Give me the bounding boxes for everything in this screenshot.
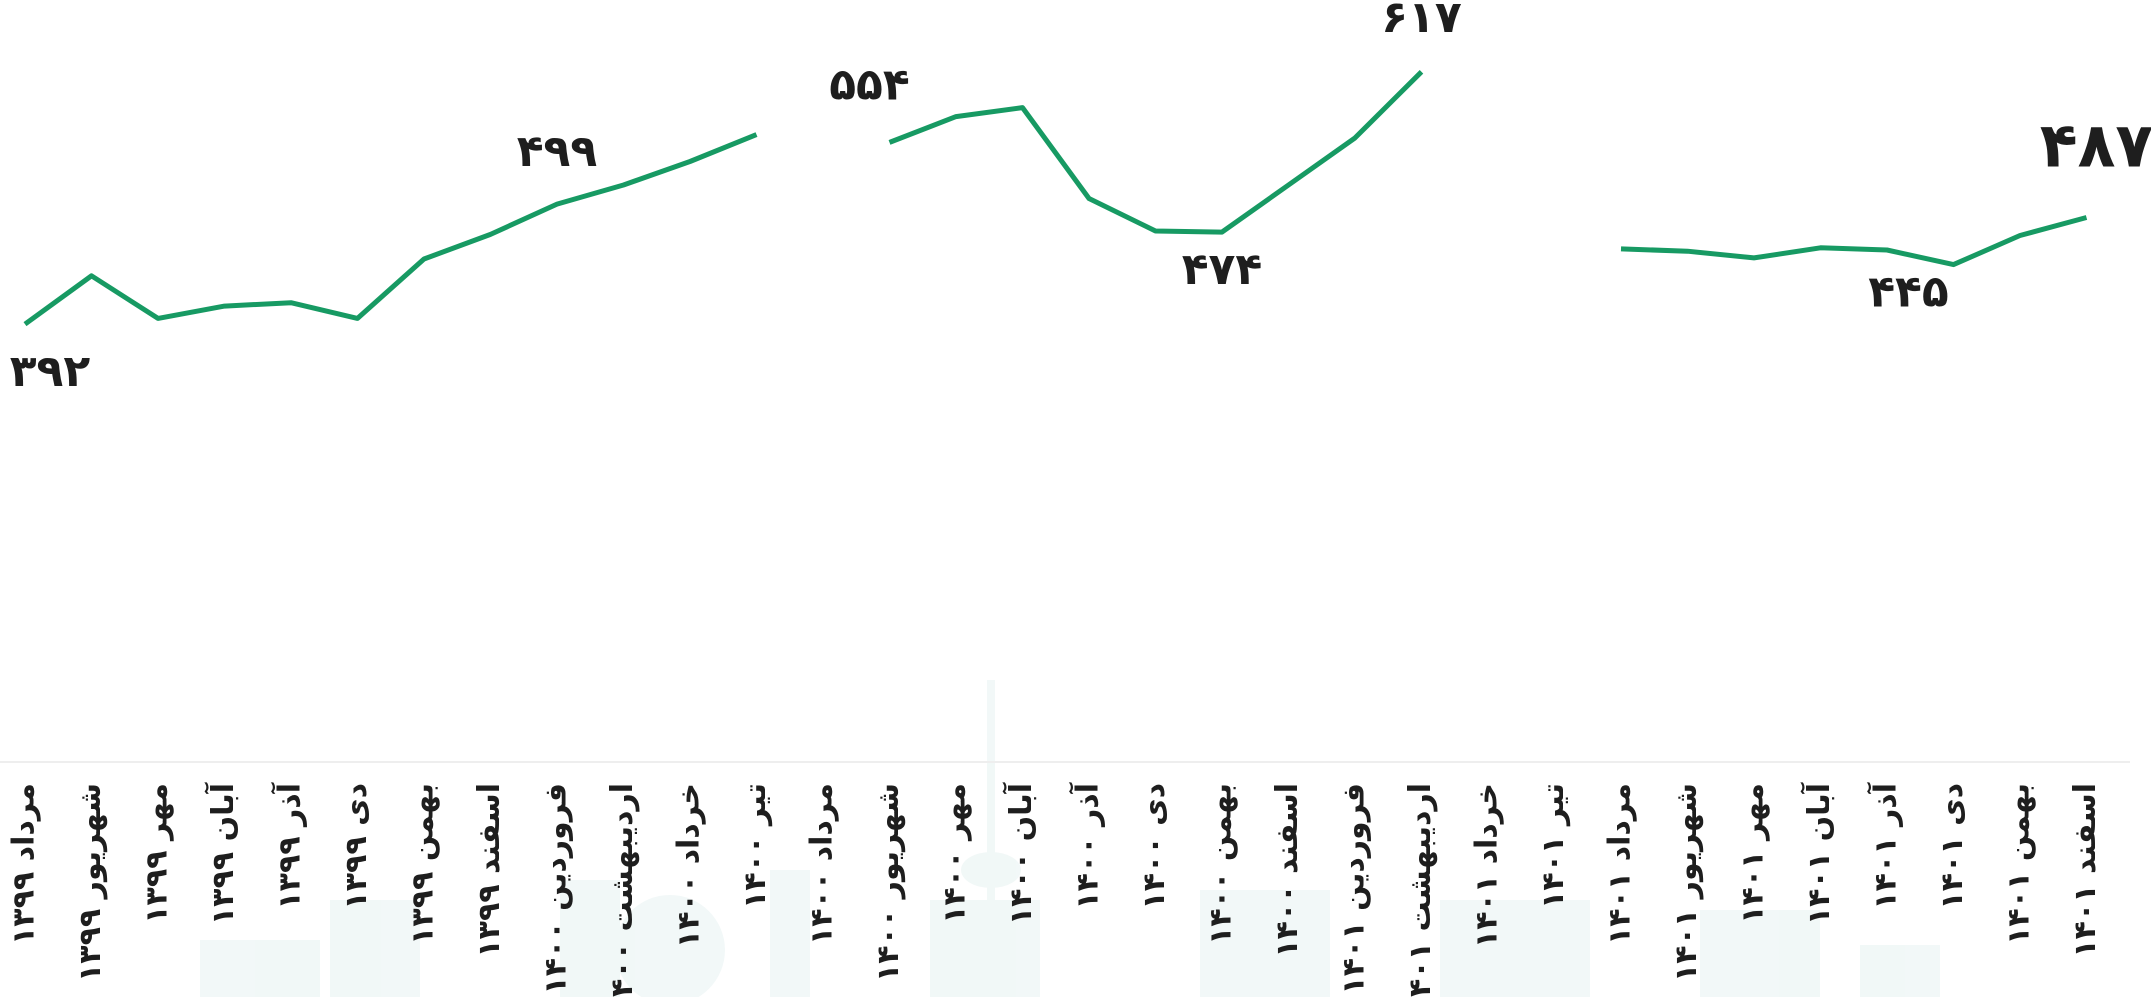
x-tick-label: شهریور ۱۴۰۱ xyxy=(1669,783,1704,982)
data-label: ۳۹۲ xyxy=(10,346,91,397)
data-label: ۴۷۴ xyxy=(1182,244,1263,295)
x-tick-label: مهر ۱۴۰۰ xyxy=(938,783,973,924)
chart: مرداد ۱۳۹۹ شهریور ۱۳۹۹ مهر ۱۳۹۹ آبان ۱۳۹۹ آذ… xyxy=(0,0,2151,997)
x-tick-label: آذر ۱۴۰۱ xyxy=(1867,782,1904,909)
line-segment xyxy=(25,135,757,325)
x-tick-label: فروردین ۱۴۰۰ xyxy=(539,783,574,995)
x-tick-label: بهمن ۱۳۹۹ xyxy=(406,783,441,945)
x-tick-label: خرداد ۱۴۰۰ xyxy=(672,783,707,948)
x-tick-label: آبان ۱۴۰۱ xyxy=(1800,782,1837,925)
x-tick-label: آبان ۱۴۰۰ xyxy=(1002,782,1039,925)
x-tick-label: مرداد ۱۴۰۱ xyxy=(1603,783,1638,945)
page: {"chart_data": { "type": "line", "catego… xyxy=(0,0,2151,997)
x-tick-label: آبان ۱۳۹۹ xyxy=(204,782,241,925)
x-tick-label: اردیبهشت ۱۴۰۱ xyxy=(1403,783,1438,997)
x-tick-label: شهریور ۱۴۰۰ xyxy=(871,783,906,982)
x-tick-label: آذر ۱۴۰۰ xyxy=(1069,782,1106,909)
x-tick-label: شهریور ۱۳۹۹ xyxy=(73,783,108,982)
x-tick-label: خرداد ۱۴۰۱ xyxy=(1470,783,1505,948)
data-label: ۴۸۷ xyxy=(2040,109,2151,182)
x-tick-label: دی ۱۳۹۹ xyxy=(339,783,374,910)
x-tick-label: تیر ۱۴۰۰ xyxy=(738,783,773,909)
x-tick-label: مهر ۱۳۹۹ xyxy=(140,783,175,924)
line-segment xyxy=(1621,218,2087,265)
x-tick-label: مرداد ۱۳۹۹ xyxy=(7,783,42,945)
x-tick-label: دی ۱۴۰۱ xyxy=(1935,783,1970,910)
data-label: ۶۱۷ xyxy=(1381,0,1462,43)
x-tick-label: دی ۱۴۰۰ xyxy=(1137,783,1172,910)
data-label: ۴۴۵ xyxy=(1868,267,1949,318)
data-label: ۵۵۴ xyxy=(829,59,910,110)
x-tick-label: فروردین ۱۴۰۱ xyxy=(1337,783,1372,995)
x-tick-label: اسفند ۱۳۹۹ xyxy=(472,783,507,958)
x-tick-label: اسفند ۱۴۰۱ xyxy=(2068,783,2103,958)
x-tick-label: اردیبهشت ۱۴۰۰ xyxy=(605,783,640,997)
x-tick-label: بهمن ۱۴۰۰ xyxy=(1204,783,1239,945)
x-tick-label: مهر ۱۴۰۱ xyxy=(1736,783,1771,924)
x-tick-label: آذر ۱۳۹۹ xyxy=(271,782,308,909)
data-label: ۴۹۹ xyxy=(517,126,598,177)
line-segment xyxy=(890,72,1422,232)
x-tick-label: اسفند ۱۴۰۰ xyxy=(1270,783,1305,958)
x-tick-label: بهمن ۱۴۰۱ xyxy=(2002,783,2037,945)
x-tick-label: مرداد ۱۴۰۰ xyxy=(805,783,840,945)
x-tick-label: تیر ۱۴۰۱ xyxy=(1536,783,1571,909)
